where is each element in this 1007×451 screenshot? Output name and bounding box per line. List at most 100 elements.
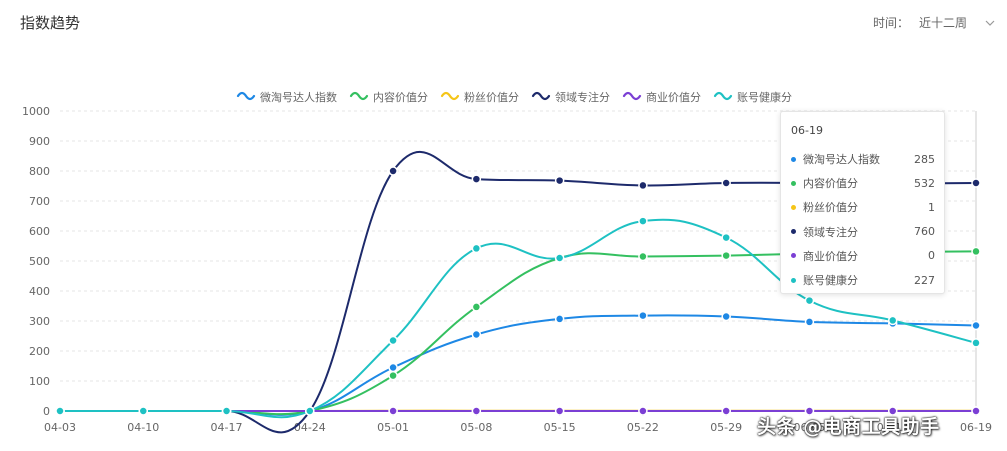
legend-item[interactable]: 内容价值分 (349, 90, 428, 104)
legend-label: 商业价值分 (646, 90, 701, 104)
y-tick-label: 200 (29, 345, 50, 358)
legend-item[interactable]: 领域专注分 (531, 90, 610, 104)
tooltip-series-name: 微淘号达人指数 (803, 153, 880, 167)
x-tick-label: 06-05 (793, 421, 825, 434)
tooltip-series-dot (791, 253, 796, 259)
y-tick-label: 0 (43, 405, 50, 418)
data-point (804, 406, 815, 416)
chart-tooltip: 06-19 微淘号达人指数 285 内容价值分 532 粉丝价值分 1 领域专注分 760 商业… (780, 111, 945, 294)
tooltip-row: 领域专注分 760 (791, 220, 935, 244)
data-point (388, 335, 398, 346)
y-tick-label: 100 (29, 375, 50, 388)
data-point (221, 406, 232, 416)
x-tick-label: 05-22 (627, 421, 659, 434)
page-title: 指数趋势 (20, 14, 81, 32)
y-tick-label: 700 (29, 195, 50, 208)
data-point (887, 406, 898, 416)
x-tick-label: 04-17 (211, 421, 243, 434)
y-tick-label: 300 (29, 315, 50, 328)
data-point (471, 302, 482, 312)
tooltip-series-value: 227 (914, 273, 935, 287)
tooltip-row: 商业价值分 0 (791, 244, 935, 268)
legend-wave-icon (622, 91, 642, 101)
data-point (721, 232, 731, 243)
y-tick-label: 500 (29, 255, 50, 268)
x-tick-label: 04-10 (127, 421, 159, 434)
tooltip-series-dot (791, 229, 796, 235)
data-point (138, 406, 149, 416)
data-point (638, 216, 648, 226)
tooltip-series-dot (791, 204, 796, 210)
tooltip-series-name: 商业价值分 (803, 249, 858, 263)
legend-item[interactable]: 商业价值分 (622, 90, 701, 104)
data-point (55, 406, 65, 416)
data-point (388, 166, 398, 176)
time-filter[interactable]: 时间： 近十二周 (873, 14, 995, 31)
data-point (721, 406, 731, 416)
data-point (638, 251, 648, 262)
x-tick-label: 05-15 (544, 421, 576, 434)
watermark: 头条 @电商工具助手 (757, 416, 940, 438)
legend-item[interactable]: 微淘号达人指数 (236, 90, 337, 104)
data-point (471, 243, 482, 254)
legend-item[interactable]: 粉丝价值分 (440, 91, 519, 104)
legend-wave-icon (531, 91, 551, 101)
tooltip-row: 内容价值分 532 (791, 171, 935, 195)
data-point (804, 295, 815, 306)
x-axis: 04-03 04-10 04-17 04-24 05-01 05-08 05-15 05-22… (44, 411, 992, 434)
x-tick-label: 06-12 (877, 421, 909, 434)
data-point (721, 250, 731, 261)
tooltip-rows: 微淘号达人指数 285 内容价值分 532 粉丝价值分 1 领域专注分 760 商业价值分 0 账号… (791, 147, 935, 292)
legend-label: 内容价值分 (373, 90, 428, 104)
y-axis: 0 100 200 300 400 500 600 700 800 900 1000 (22, 105, 50, 418)
data-point (388, 406, 398, 416)
data-point (554, 406, 565, 416)
data-point (471, 406, 482, 416)
x-tick-label: 04-24 (294, 421, 326, 434)
tooltip-series-name: 内容价值分 (803, 177, 858, 191)
tooltip-row: 微淘号达人指数 285 (791, 147, 935, 171)
data-point (554, 314, 565, 324)
time-range-value: 近十二周 (918, 16, 967, 30)
legend-wave-icon (440, 91, 460, 101)
tooltip-series-value: 0 (928, 249, 935, 263)
data-point (971, 406, 981, 416)
legend-wave-icon (713, 91, 733, 101)
tooltip-series-name: 领域专注分 (803, 225, 858, 239)
tooltip-row: 账号健康分 227 (791, 268, 935, 292)
data-point (305, 406, 315, 416)
data-point (638, 180, 648, 191)
legend-label: 领域专注分 (555, 90, 610, 104)
data-point (721, 311, 731, 322)
x-tick-label: 05-08 (460, 421, 492, 434)
time-filter-label: 时间： (872, 16, 909, 30)
data-point (638, 310, 648, 321)
chart-legend: 微淘号达人指数 内容价值分 粉丝价值分 领域专注分 商业价值分 账号健康分 (236, 90, 792, 104)
data-point (554, 175, 565, 186)
tooltip-date: 06-19 (791, 124, 823, 137)
x-tick-label: 05-01 (377, 421, 409, 434)
data-point (971, 246, 981, 257)
legend-wave-icon (349, 91, 369, 101)
data-point (388, 370, 398, 381)
tooltip-series-dot (791, 156, 796, 162)
data-point (388, 362, 398, 373)
tooltip-row: 粉丝价值分 1 (791, 195, 935, 219)
tooltip-series-value: 532 (914, 176, 935, 190)
y-tick-label: 600 (29, 225, 50, 238)
time-range-select[interactable]: 近十二周 (919, 14, 995, 31)
y-tick-label: 800 (29, 165, 50, 178)
data-point (804, 317, 815, 327)
series-line (59, 314, 977, 416)
y-tick-label: 900 (29, 135, 50, 148)
legend-item[interactable]: 账号健康分 (713, 90, 792, 104)
data-point (887, 315, 898, 326)
data-point (721, 178, 731, 188)
tooltip-series-name: 账号健康分 (803, 274, 858, 288)
tooltip-series-value: 285 (914, 152, 935, 166)
x-tick-label: 04-03 (44, 421, 76, 434)
data-point (971, 178, 981, 188)
data-point (971, 320, 981, 331)
chevron-down-icon (985, 20, 995, 26)
data-point (638, 406, 648, 416)
